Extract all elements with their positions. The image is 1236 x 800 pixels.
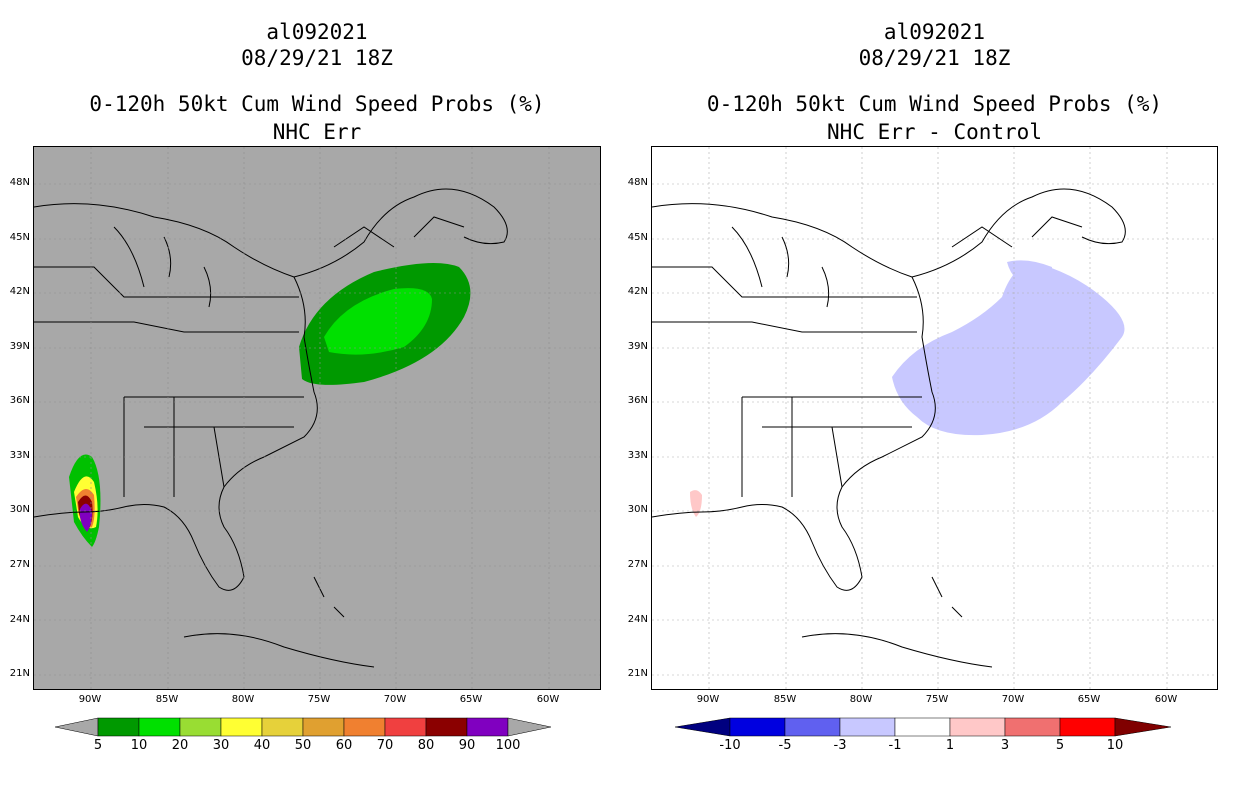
left-lat-label: 24N <box>9 614 30 625</box>
diff-area-maine-neg1 <box>1007 260 1052 287</box>
right-product-title: 0-120h 50kt Cum Wind Speed Probs (%) <box>706 92 1163 116</box>
right-lon-label: 65W <box>1077 694 1101 705</box>
right-lon-label: 75W <box>925 694 949 705</box>
left-lon-label: 75W <box>307 694 331 705</box>
right-lon-label: 60W <box>1154 694 1178 705</box>
left-cbar-label: 70 <box>376 738 394 753</box>
right-coastlines <box>652 188 1126 668</box>
diff-area-gulf-pos1 <box>690 490 702 517</box>
right-gridlines <box>652 147 1217 689</box>
right-cbar-label: 1 <box>945 738 955 753</box>
right-lat-label: 48N <box>627 177 648 188</box>
left-cbar-label: 100 <box>495 738 521 753</box>
left-lat-label: 27N <box>9 559 30 570</box>
right-lon-label: 85W <box>773 694 797 705</box>
left-coastlines <box>34 188 508 668</box>
left-lon-label: 70W <box>383 694 407 705</box>
left-colorbar <box>55 717 552 737</box>
right-cbar-label: -3 <box>833 738 847 753</box>
right-lat-label: 42N <box>627 286 648 297</box>
right-lat-label: 36N <box>627 395 648 406</box>
left-subtitle: NHC Err <box>272 120 362 144</box>
left-lon-label: 90W <box>78 694 102 705</box>
left-lat-label: 36N <box>9 395 30 406</box>
left-lat-label: 33N <box>9 450 30 461</box>
right-lat-label: 45N <box>627 232 648 243</box>
right-map-svg <box>652 147 1217 689</box>
left-map-panel <box>33 146 601 690</box>
right-lat-label: 27N <box>627 559 648 570</box>
right-lat-label: 39N <box>627 341 648 352</box>
left-product-title: 0-120h 50kt Cum Wind Speed Probs (%) <box>89 92 545 116</box>
right-cbar-label: 10 <box>1106 738 1124 753</box>
left-cbar-label: 40 <box>253 738 271 753</box>
left-lat-label: 30N <box>9 504 30 515</box>
left-lon-label: 65W <box>459 694 483 705</box>
left-lat-label: 48N <box>9 177 30 188</box>
right-lon-label: 80W <box>849 694 873 705</box>
left-lon-label: 80W <box>231 694 255 705</box>
right-map-panel <box>651 146 1218 690</box>
right-lat-label: 21N <box>627 668 648 679</box>
right-colorbar <box>675 717 1172 737</box>
left-lon-label: 60W <box>536 694 560 705</box>
left-lat-label: 42N <box>9 286 30 297</box>
left-cbar-label: 60 <box>335 738 353 753</box>
right-lon-label: 70W <box>1001 694 1025 705</box>
left-cbar-label: 5 <box>93 738 103 753</box>
right-lon-label: 90W <box>696 694 720 705</box>
left-lon-label: 85W <box>155 694 179 705</box>
left-lat-label: 45N <box>9 232 30 243</box>
right-cbar-label: -1 <box>888 738 902 753</box>
left-lat-label: 39N <box>9 341 30 352</box>
right-datetime: 08/29/21 18Z <box>858 46 1011 70</box>
left-gridlines <box>34 147 600 689</box>
left-storm-id: al092021 <box>266 20 368 44</box>
prob-area-northeast-20 <box>324 288 432 355</box>
left-cbar-label: 80 <box>417 738 435 753</box>
left-cbar-label: 20 <box>171 738 189 753</box>
right-cbar-label: 3 <box>1000 738 1010 753</box>
right-cbar-label: -10 <box>719 738 741 753</box>
diff-area-northeast-neg1 <box>892 262 1125 436</box>
left-cbar-label: 10 <box>130 738 148 753</box>
right-subtitle: NHC Err - Control <box>827 120 1042 144</box>
left-lat-label: 21N <box>9 668 30 679</box>
left-cbar-label: 30 <box>212 738 230 753</box>
left-datetime: 08/29/21 18Z <box>241 46 393 70</box>
right-cbar-label: -5 <box>778 738 792 753</box>
left-map-svg <box>34 147 600 689</box>
right-lat-label: 30N <box>627 504 648 515</box>
left-cbar-label: 90 <box>458 738 476 753</box>
right-cbar-label: 5 <box>1055 738 1065 753</box>
left-cbar-label: 50 <box>294 738 312 753</box>
right-lat-label: 24N <box>627 614 648 625</box>
right-lat-label: 33N <box>627 450 648 461</box>
right-storm-id: al092021 <box>883 20 986 44</box>
